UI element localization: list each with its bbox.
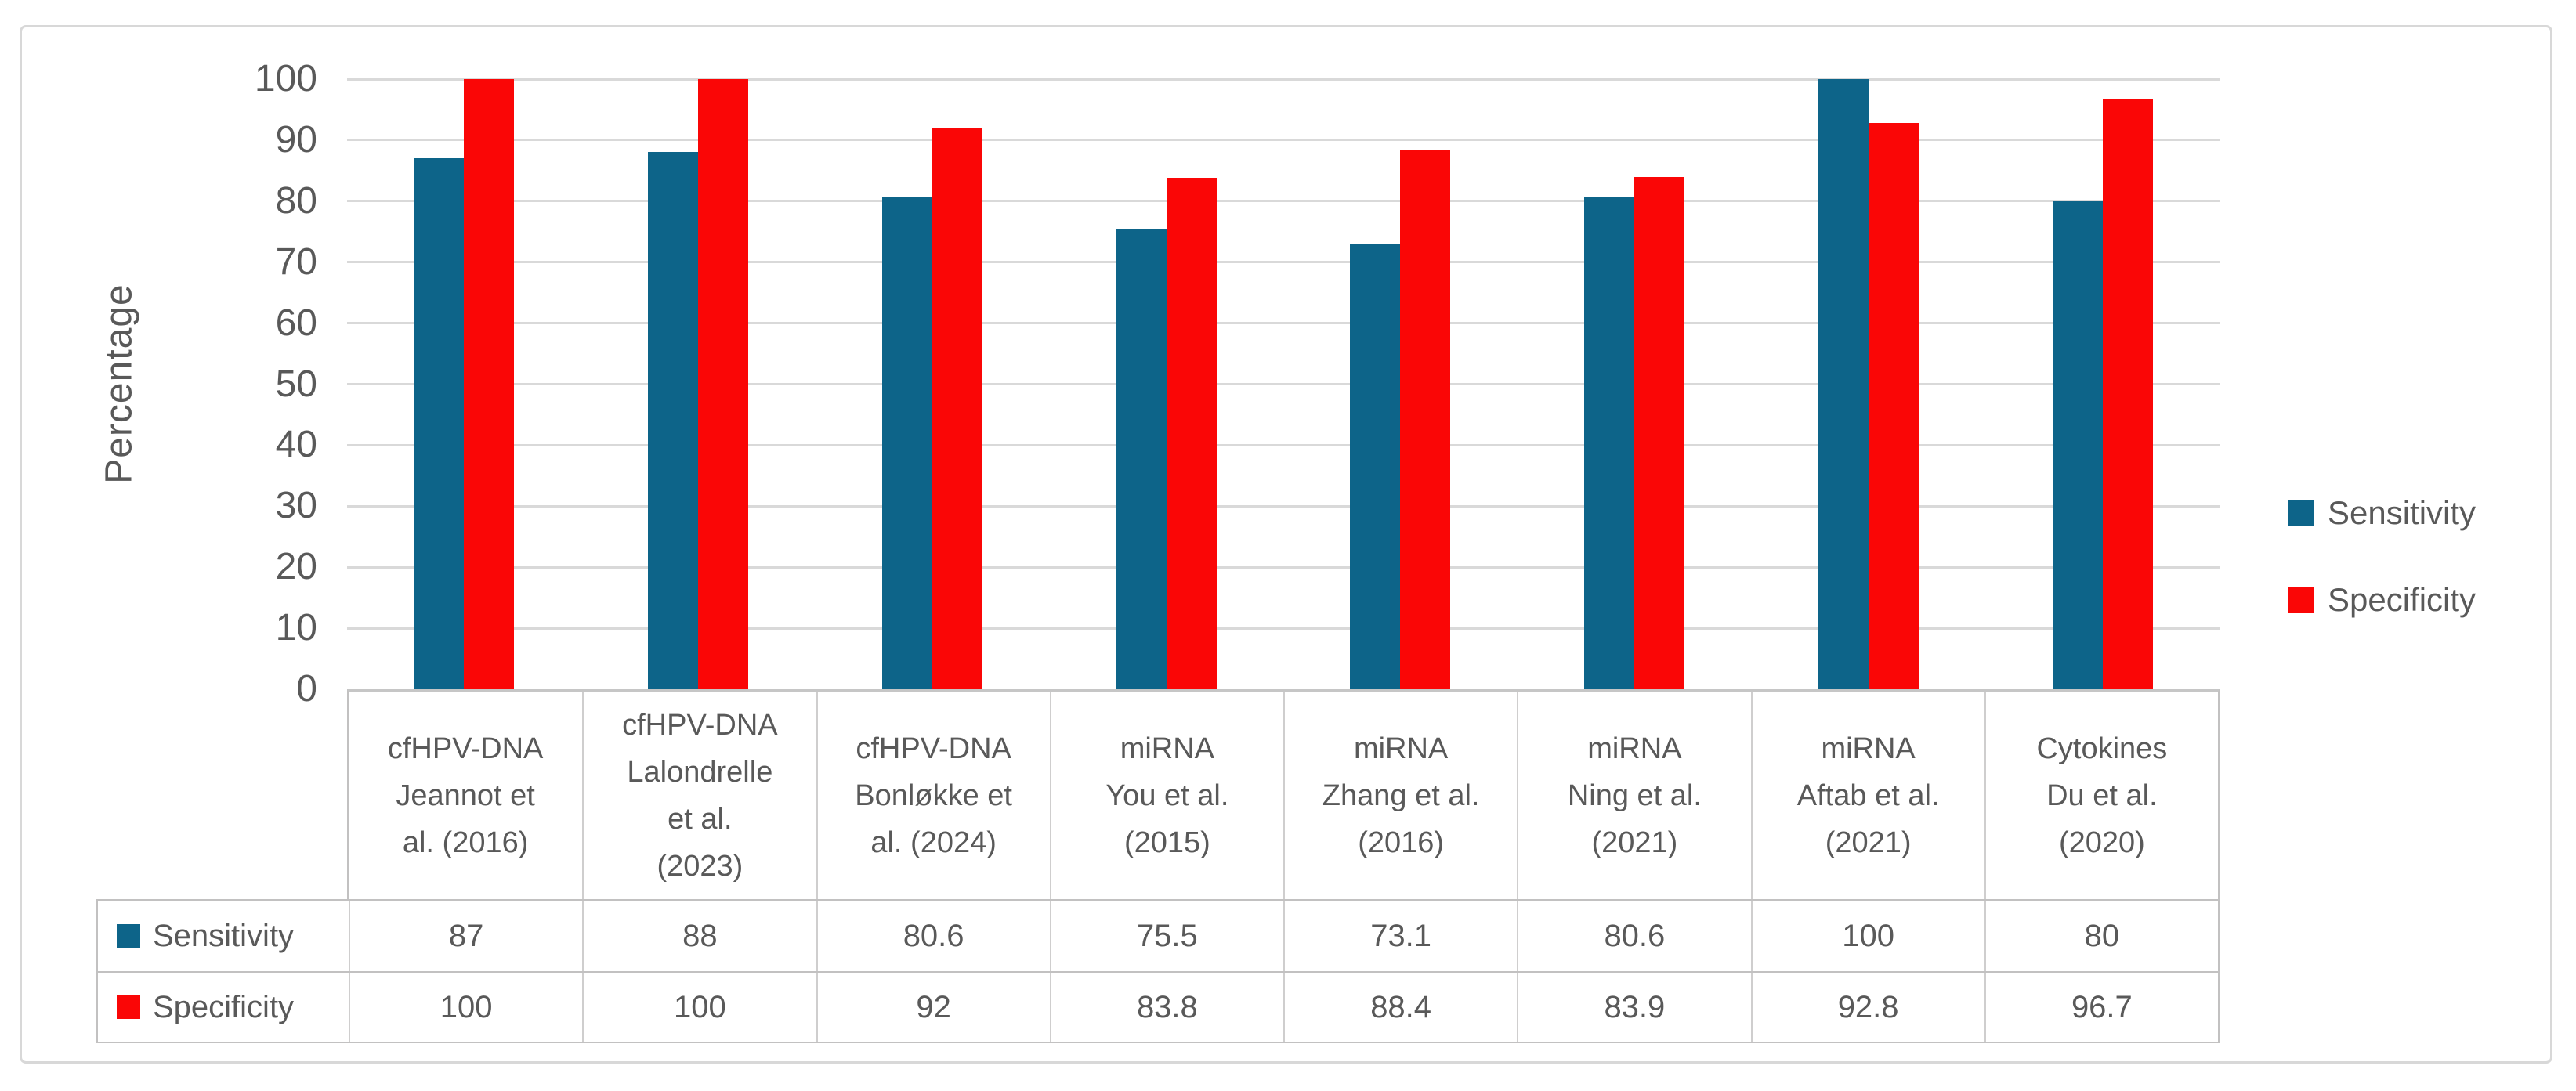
category-cell: miRNA Ning et al. (2021) (1517, 692, 1750, 899)
table-cell: 80 (1984, 901, 2218, 971)
bar-specificity (932, 128, 982, 689)
gridline (347, 78, 2220, 81)
y-tick-label: 40 (275, 424, 317, 466)
table-cell: 80.6 (1517, 901, 1750, 971)
table-cell: 92 (816, 973, 1050, 1042)
table-cell: 100 (349, 973, 582, 1042)
legend-item-sensitivity: Sensitivity (2288, 487, 2476, 539)
y-tick-label: 10 (275, 607, 317, 649)
y-tick-label: 100 (254, 58, 317, 99)
y-tick-label: 60 (275, 302, 317, 344)
bar-specificity (2102, 99, 2153, 689)
y-tick-label: 30 (275, 485, 317, 527)
bar-specificity (1868, 123, 1919, 689)
category-cell: cfHPV-DNA Jeannot et al. (2016) (387, 732, 544, 859)
bar-sensitivity (2052, 200, 2103, 689)
y-tick-label: 20 (275, 546, 317, 588)
gridline (347, 139, 2220, 142)
table-cell: 100 (582, 973, 816, 1042)
table-cell: 100 (1750, 901, 1984, 971)
table-row-specificity: Specificity 100 100 92 83.8 88.4 83.9 92.8 96.7 (96, 971, 2220, 1043)
gridline (347, 200, 2220, 203)
table-row-label: Specificity (153, 989, 295, 1024)
bar-sensitivity (1116, 228, 1167, 689)
category-cell: miRNA You et al. (2015) (1049, 692, 1283, 899)
bar-specificity (1166, 178, 1217, 689)
table-cell: 96.7 (1984, 973, 2218, 1042)
legend-swatch-specificity-icon (2288, 587, 2314, 613)
gridline (347, 565, 2220, 569)
table-cell: 83.9 (1517, 973, 1750, 1042)
table-cell: 88 (582, 901, 816, 971)
table-cell: 75.5 (1049, 901, 1283, 971)
legend-item-specificity: Specificity (2288, 574, 2476, 626)
gridline (347, 322, 2220, 325)
legend-label: Sensitivity (2328, 494, 2477, 531)
gridline (347, 627, 2220, 630)
legend-label: Specificity (2328, 581, 2477, 618)
bar-specificity (464, 79, 515, 689)
bar-sensitivity (1584, 197, 1635, 689)
bar-sensitivity (648, 152, 699, 689)
y-tick-label: 70 (275, 240, 317, 283)
bar-sensitivity (1818, 79, 1869, 689)
category-cell: cfHPV-DNA Lalondrelle et al. (2023) (582, 692, 816, 899)
table-cell: 83.8 (1049, 973, 1283, 1042)
gridline (347, 261, 2220, 264)
table-cell: 87 (349, 901, 582, 971)
bar-sensitivity (881, 197, 932, 689)
y-tick-label: 50 (275, 363, 317, 405)
gridline (347, 443, 2220, 446)
y-tick-label: 90 (275, 118, 317, 161)
category-header-row: cfHPV-DNA Jeannot et al. (2016) cfHPV-DNA… (347, 689, 2220, 899)
bar-specificity (1400, 150, 1451, 689)
bar-sensitivity (414, 158, 465, 689)
legend-key-sensitivity-icon (117, 924, 140, 948)
bar-specificity (1634, 177, 1685, 689)
table-cell: 92.8 (1750, 973, 1984, 1042)
y-tick-label: 80 (275, 179, 317, 222)
bar-specificity (698, 79, 749, 689)
y-axis-title: Percentage (98, 284, 140, 484)
bar-sensitivity (1350, 243, 1401, 689)
category-cell: miRNA Zhang et al. (2016) (1283, 692, 1517, 899)
table-cell: 73.1 (1283, 901, 1517, 971)
table-cell: 80.6 (816, 901, 1050, 971)
table-cell: 88.4 (1283, 973, 1517, 1042)
gridline (347, 383, 2220, 385)
table-row-sensitivity: Sensitivity 87 88 80.6 75.5 73.1 80.6 100 80 (96, 899, 2220, 971)
gridline (347, 504, 2220, 508)
category-cell: miRNA Aftab et al. (2021) (1750, 692, 1984, 899)
category-cell: cfHPV-DNA Bonløkke et al. (2024) (816, 692, 1050, 899)
category-cell: Cytokines Du et al. (2020) (1984, 692, 2218, 899)
table-row-label: Sensitivity (153, 918, 295, 953)
legend-swatch-sensitivity-icon (2288, 500, 2314, 526)
legend-key-specificity-icon (117, 995, 140, 1019)
y-tick-label: 0 (296, 668, 317, 710)
table-row-header: Specificity (98, 973, 349, 1042)
table-row-header: Sensitivity (98, 901, 349, 971)
